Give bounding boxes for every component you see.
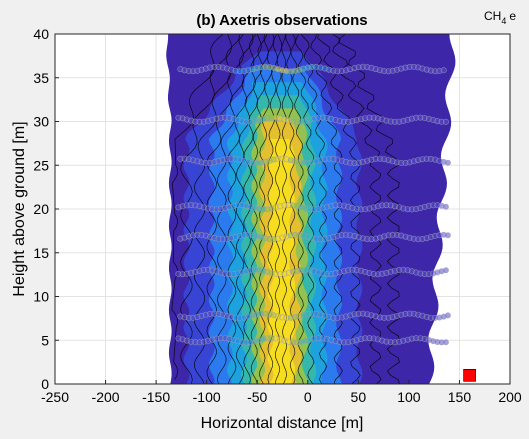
contour-line [285,34,296,384]
contour-line [227,34,257,384]
x-tick-label: -100 [193,389,221,405]
observation-point [444,232,451,239]
observation-point [440,67,447,74]
contour-line [290,34,304,384]
x-tick-label: 50 [351,389,367,405]
y-axis-ticks: 0 5 10 15 20 25 30 35 40 [33,26,59,392]
plume-band [267,139,296,384]
colorbar-label: CH4 e [484,9,516,26]
colorbar-label-main: CH [484,9,501,23]
observation-point [442,118,449,125]
x-tick-label: -50 [247,389,267,405]
observation-points [175,63,451,346]
colorbar-label-sub: 4 [501,16,506,26]
x-tick-label: 150 [448,389,472,405]
y-tick-label: 5 [41,332,49,348]
contour-line [235,34,262,384]
y-tick-label: 20 [33,201,49,217]
y-axis-label: Height above ground [m] [11,121,28,296]
observation-point [442,203,449,210]
y-tick-label: 30 [33,114,49,130]
observation-point [442,339,449,346]
x-tick-label: 100 [397,389,421,405]
observation-point [442,267,449,274]
y-tick-label: 0 [41,376,49,392]
source-marker [463,368,476,382]
contour-line [281,34,287,384]
colorbar-label-tail: e [509,9,516,23]
x-tick-label: -150 [142,389,170,405]
y-tick-label: 15 [33,245,49,261]
contour-line [310,34,343,384]
x-tick-label: -200 [92,389,120,405]
x-axis-ticks: -250 -200 -150 -100 -50 0 50 100 150 200 [41,380,522,405]
y-tick-label: 10 [33,289,49,305]
observation-point [444,312,451,319]
y-tick-label: 25 [33,157,49,173]
observation-point [444,159,451,166]
x-tick-label: -250 [41,389,69,405]
x-tick-label: 200 [498,389,522,405]
x-axis-label: Horizontal distance [m] [201,415,364,432]
y-tick-label: 35 [33,70,49,86]
chart-title: (b) Axetris observations [196,12,367,29]
x-tick-label: 0 [304,389,312,405]
y-tick-label: 40 [33,26,49,42]
